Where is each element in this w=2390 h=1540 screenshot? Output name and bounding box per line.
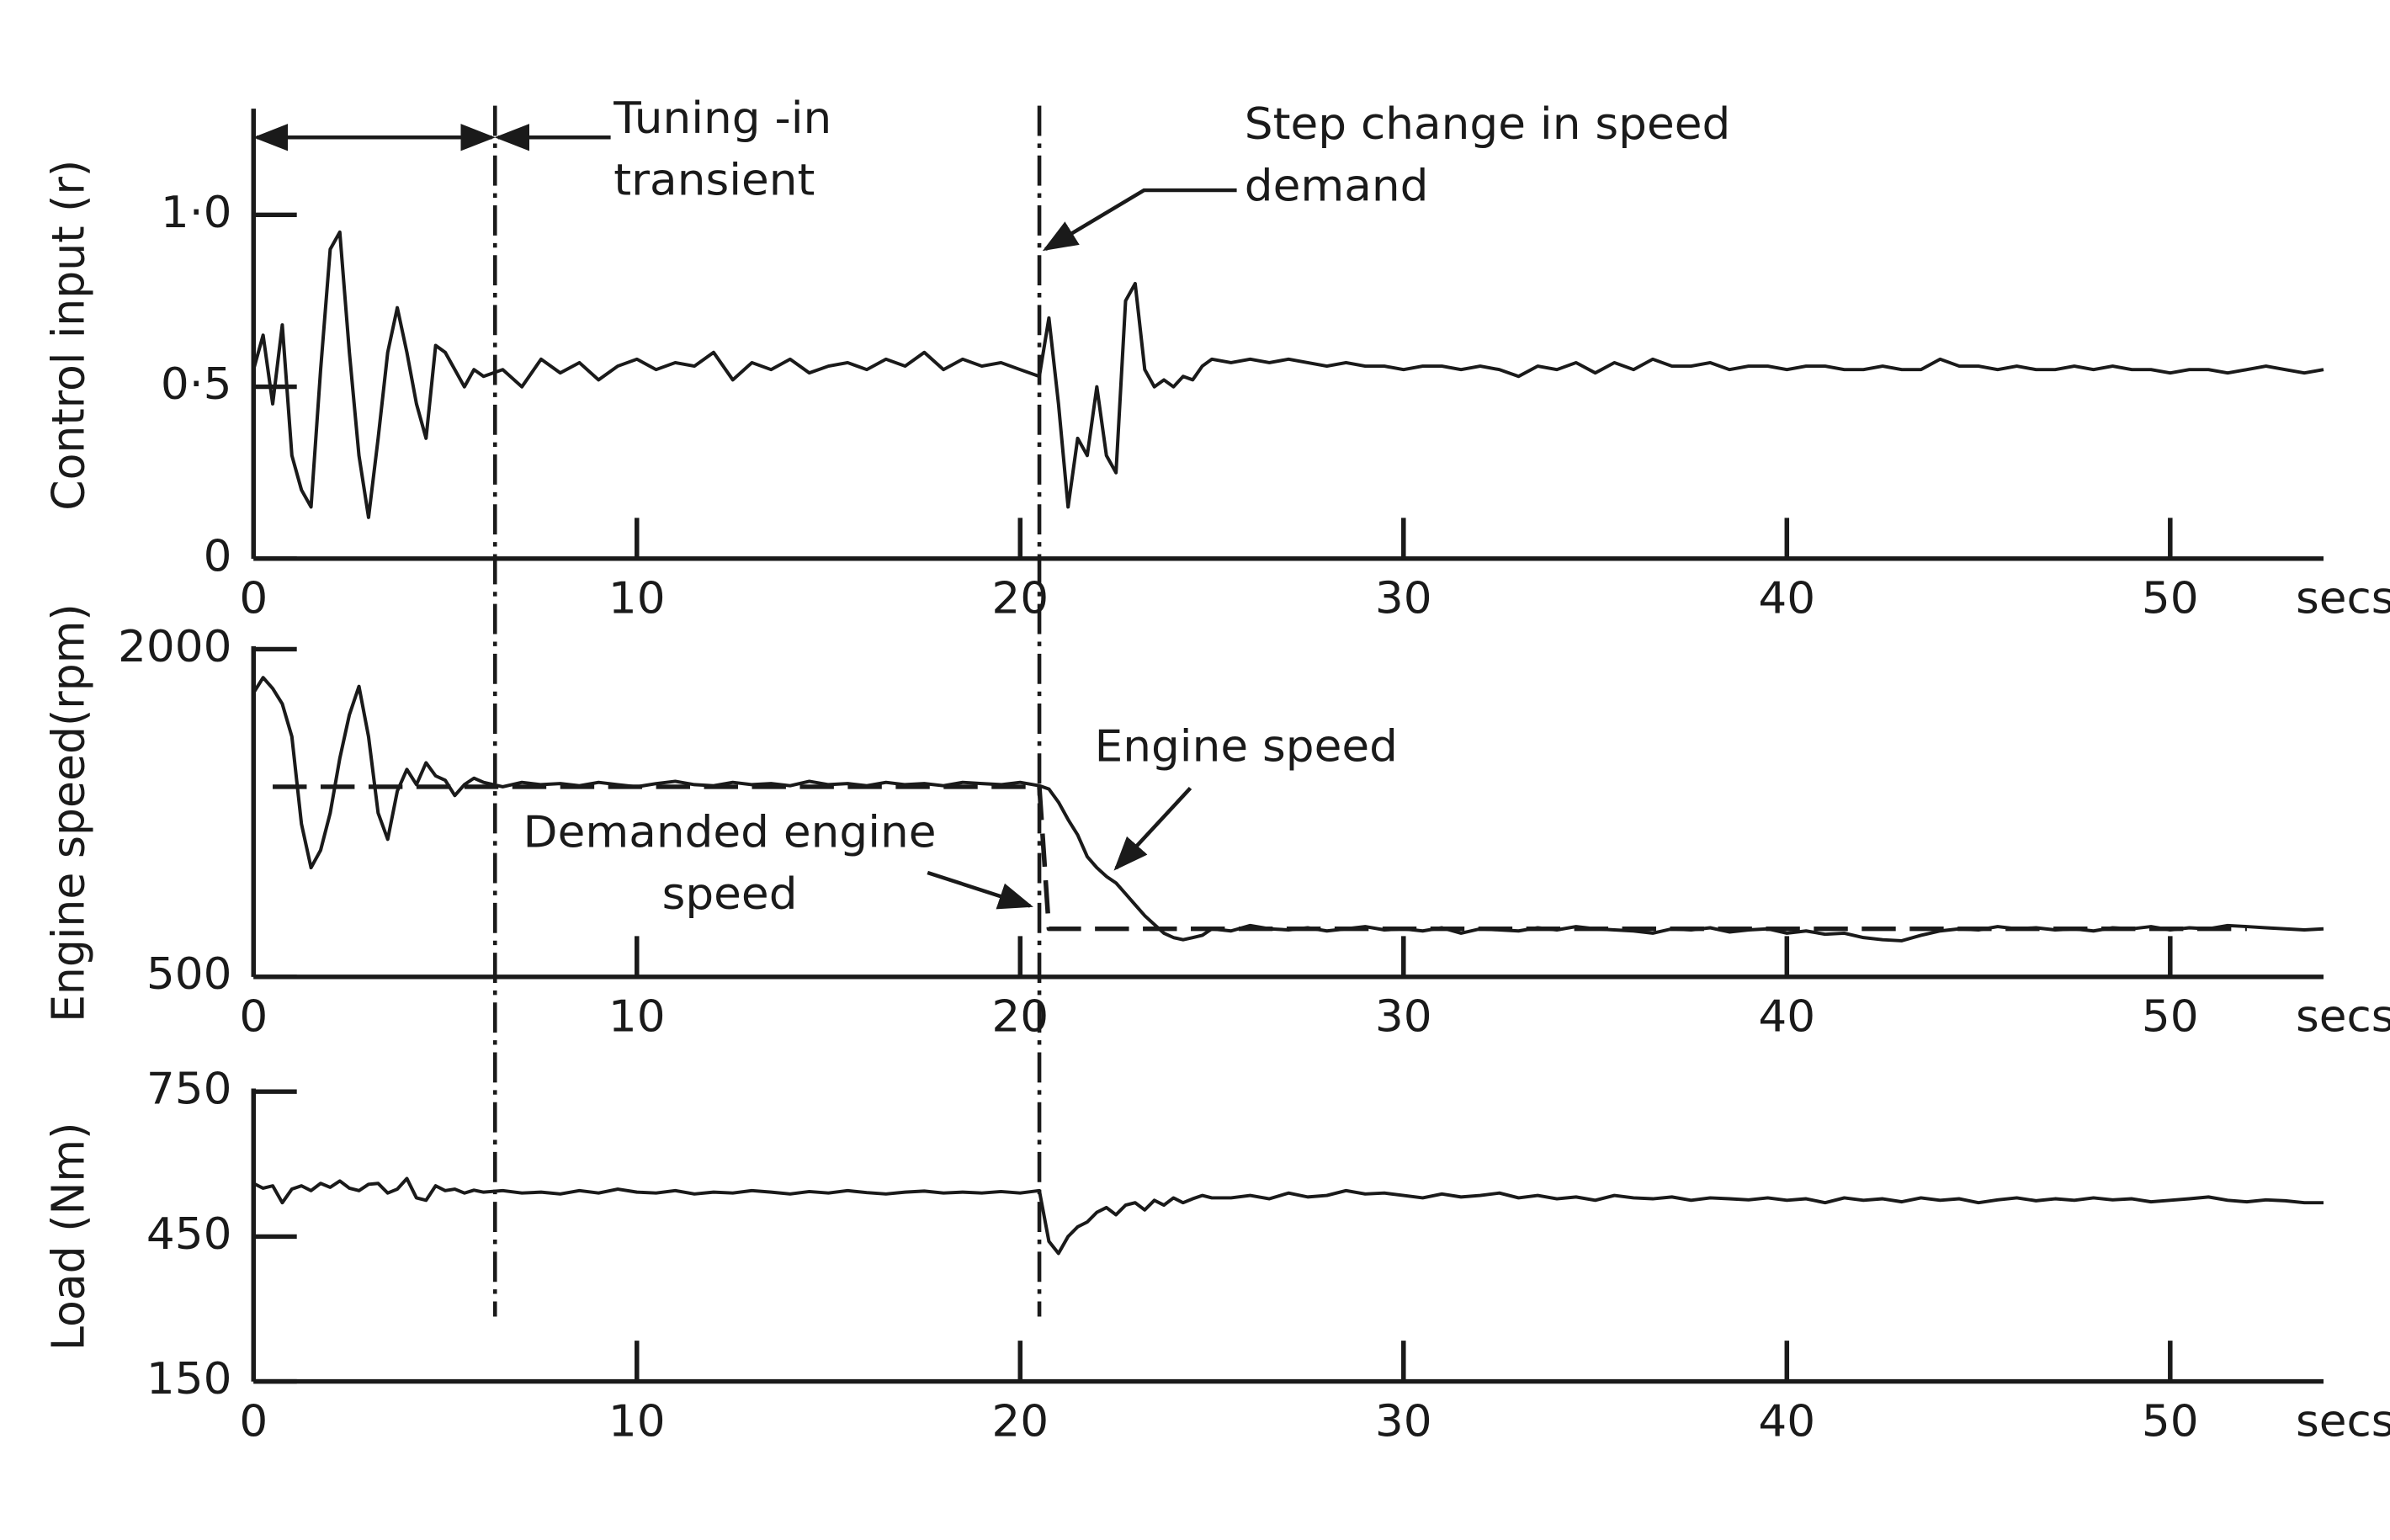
x-tick-label: 40 [1758,573,1815,624]
y-tick-label: 750 [146,1064,232,1114]
data-line [252,230,2324,519]
x-tick-label: 10 [608,991,666,1042]
x-tick-label: 0 [239,573,268,624]
y-tick-label: 0 [204,531,232,581]
x-axis-label: secs [2296,1396,2390,1447]
annotation: Tuning -in [613,93,831,144]
x-tick-label: 30 [1375,1396,1432,1447]
demand-arrow [927,870,1033,910]
x-tick-label: 0 [239,1396,268,1447]
x-tick-label: 20 [991,1396,1049,1447]
annotation: speed [662,869,798,920]
y-axis-label: Engine speed(rpm) [43,603,95,1022]
y-axis-label: Control input (r) [43,160,95,511]
x-tick-label: 50 [2142,991,2199,1042]
annotation: Engine speed [1095,721,1398,772]
annotation: Demanded engine [523,807,937,858]
data-line [252,676,2324,943]
y-tick-label: 450 [146,1208,232,1259]
x-axis-label: secs [2296,991,2390,1042]
x-tick-label: 40 [1758,991,1815,1042]
x-tick-label: 30 [1375,573,1432,624]
x-tick-label: 50 [2142,1396,2199,1447]
y-tick-label: 500 [146,949,232,1000]
x-tick-label: 30 [1375,991,1432,1042]
x-tick-label: 10 [608,573,666,624]
y-tick-label: 1·0 [161,187,232,237]
demand-line [273,784,2247,932]
y-axis-label: Load (Nm) [43,1123,95,1351]
x-axis-label: secs [2296,573,2390,624]
step-arrow [1042,188,1237,252]
x-tick-label: 50 [2142,573,2199,624]
annotation: transient [613,155,815,205]
y-tick-label: 150 [146,1354,232,1405]
data-line [252,1176,2324,1256]
annotation: demand [1245,161,1429,211]
x-tick-label: 40 [1758,1396,1815,1447]
speed-arrow [1113,787,1192,871]
x-tick-label: 10 [608,1396,666,1447]
y-tick-label: 0·5 [161,359,232,410]
annotation: Step change in speed [1245,99,1730,150]
y-tick-label: 2000 [118,622,232,672]
x-tick-label: 0 [239,991,268,1042]
